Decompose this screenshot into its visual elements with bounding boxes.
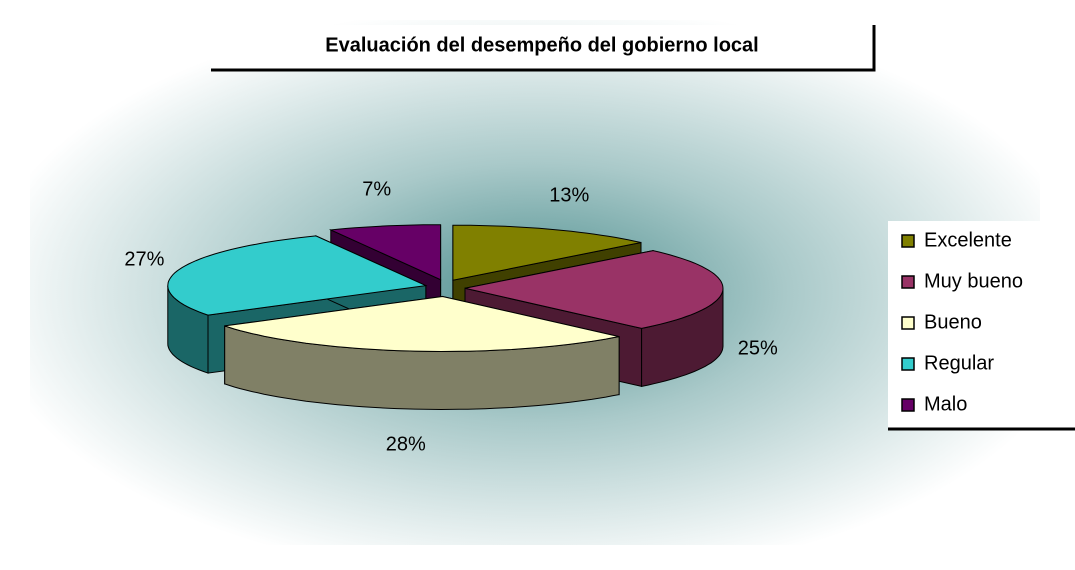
data-label: 7% (362, 179, 391, 201)
chart-title: Evaluación del desempeño del gobierno lo… (325, 34, 758, 56)
legend-label: Regular (924, 352, 994, 374)
legend-swatch (901, 275, 915, 289)
legend-box (888, 221, 1075, 429)
data-label: 13% (549, 184, 589, 206)
slice (224, 295, 620, 353)
slice (464, 250, 724, 329)
data-label: 27% (124, 248, 164, 270)
legend-swatch (901, 316, 915, 330)
data-label: 28% (386, 433, 426, 455)
title-box (211, 25, 873, 70)
title-border (211, 25, 876, 72)
legend-label: Malo (924, 393, 967, 415)
slice (167, 235, 428, 316)
legend-label: Excelente (924, 229, 1012, 251)
legend-swatch (901, 398, 915, 412)
pie: 13% 25% 28% 27% 7% (124, 179, 778, 456)
legend-swatch (901, 357, 915, 371)
legend-label: Muy bueno (924, 270, 1023, 292)
slice (452, 224, 642, 281)
legend-label: Bueno (924, 311, 982, 333)
data-label: 25% (738, 337, 778, 359)
legend-swatch (901, 234, 915, 248)
slice (328, 224, 442, 281)
